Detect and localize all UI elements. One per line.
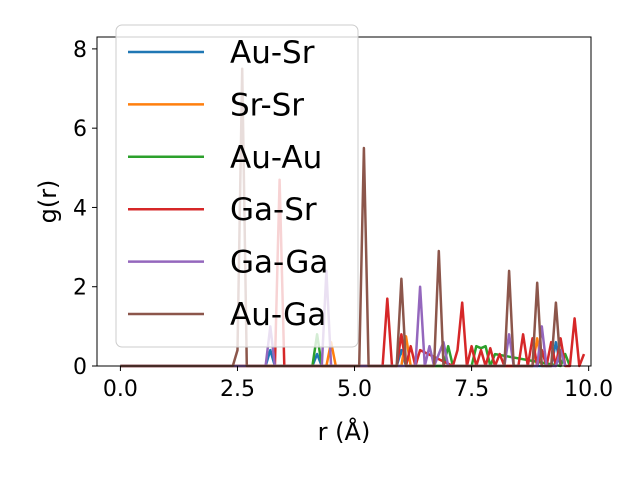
y-axis: 0 2 4 6 8 [73,38,97,380]
legend-label: Au-Au [230,140,322,176]
legend: Au-Sr Sr-Sr Au-Au Ga-Sr Ga-Ga Au-Ga [115,24,359,348]
legend-label: Ga-Ga [230,245,328,281]
y-tick-label: 6 [73,117,87,142]
legend-label: Sr-Sr [230,87,304,123]
y-tick-label: 4 [73,196,87,221]
y-tick-label: 0 [73,355,87,380]
x-tick-label: 10.0 [564,377,613,402]
x-axis: 0.0 2.5 5.0 7.5 10.0 [103,366,613,402]
x-tick-label: 2.5 [220,377,255,402]
y-axis-label: g(r) [34,180,62,224]
x-tick-label: 7.5 [454,377,489,402]
x-axis-label: r (Å) [318,417,371,446]
legend-label: Au-Ga [230,297,326,333]
y-tick-label: 2 [73,276,87,301]
legend-label: Ga-Sr [230,192,317,228]
y-tick-label: 8 [73,38,87,63]
legend-label: Au-Sr [230,35,315,71]
x-tick-label: 5.0 [337,377,372,402]
x-tick-label: 0.0 [103,377,138,402]
